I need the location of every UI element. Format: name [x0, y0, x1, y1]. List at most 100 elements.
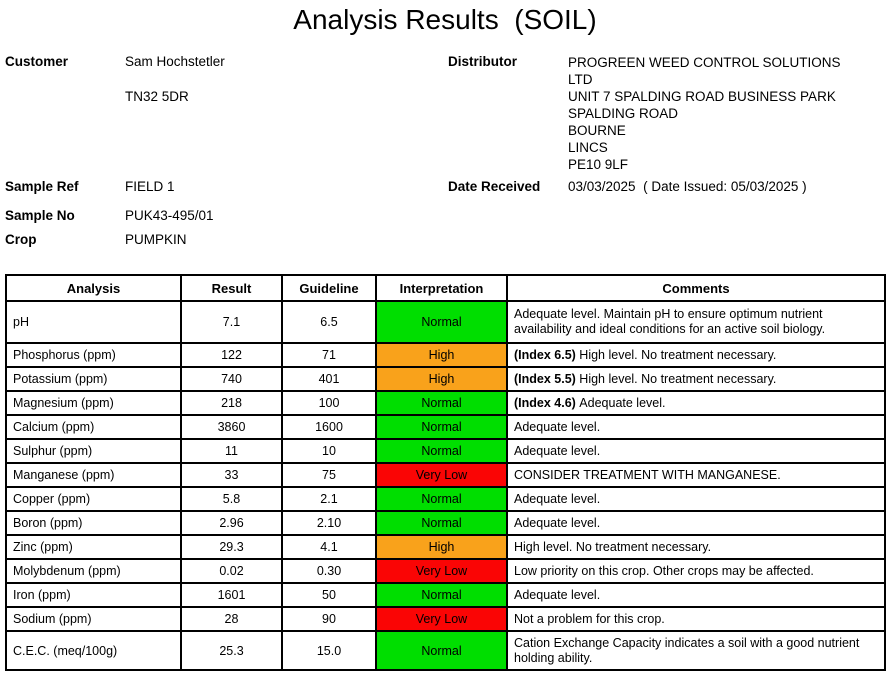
comment-cell: Adequate level. — [506, 438, 886, 464]
crop-label: Crop — [5, 232, 37, 247]
date-received-label: Date Received — [448, 179, 541, 194]
table-row: Sulphur (ppm) 11 10 Normal Adequate leve… — [5, 438, 886, 464]
customer-postcode: TN32 5DR — [125, 89, 189, 104]
analysis-cell: pH — [5, 300, 182, 344]
interpretation-badge: Normal — [375, 582, 508, 608]
table-row: Zinc (ppm) 29.3 4.1 High High level. No … — [5, 534, 886, 560]
analysis-cell: Potassium (ppm) — [5, 366, 182, 392]
comment-bold: (Index 5.5) — [514, 371, 580, 386]
guideline-cell: 2.10 — [281, 510, 377, 536]
table-header-row: Analysis Result Guideline Interpretation… — [5, 274, 886, 302]
result-cell: 11 — [180, 438, 283, 464]
analysis-cell: Iron (ppm) — [5, 582, 182, 608]
interpretation-badge: Very Low — [375, 462, 508, 488]
result-cell: 25.3 — [180, 630, 283, 671]
interpretation-badge: High — [375, 366, 508, 392]
header-guideline: Guideline — [281, 274, 377, 302]
result-cell: 28 — [180, 606, 283, 632]
comment-cell: High level. No treatment necessary. — [506, 534, 886, 560]
comment-cell: (Index 5.5) High level. No treatment nec… — [506, 366, 886, 392]
comment-text: CONSIDER TREATMENT WITH MANGANESE. — [514, 467, 781, 482]
analysis-cell: Calcium (ppm) — [5, 414, 182, 440]
comment-bold: (Index 6.5) — [514, 347, 580, 362]
guideline-cell: 50 — [281, 582, 377, 608]
header-interpretation: Interpretation — [375, 274, 508, 302]
header-comments: Comments — [506, 274, 886, 302]
result-cell: 29.3 — [180, 534, 283, 560]
table-row: Iron (ppm) 1601 50 Normal Adequate level… — [5, 582, 886, 608]
interpretation-badge: Very Low — [375, 558, 508, 584]
comment-text: Low priority on this crop. Other crops m… — [514, 563, 814, 578]
result-cell: 122 — [180, 342, 283, 368]
result-cell: 1601 — [180, 582, 283, 608]
guideline-cell: 6.5 — [281, 300, 377, 344]
header-analysis: Analysis — [5, 274, 182, 302]
guideline-cell: 10 — [281, 438, 377, 464]
result-cell: 33 — [180, 462, 283, 488]
comment-text: Adequate level. — [514, 419, 601, 434]
table-row: C.E.C. (meq/100g) 25.3 15.0 Normal Catio… — [5, 630, 886, 671]
interpretation-badge: Normal — [375, 438, 508, 464]
comment-text: High level. No treatment necessary. — [514, 539, 712, 554]
comment-text: Adequate level. Maintain pH to ensure op… — [514, 307, 826, 336]
analysis-cell: C.E.C. (meq/100g) — [5, 630, 182, 671]
crop-value: PUMPKIN — [125, 232, 187, 247]
comment-cell: (Index 6.5) High level. No treatment nec… — [506, 342, 886, 368]
comment-cell: Adequate level. Maintain pH to ensure op… — [506, 300, 886, 344]
result-cell: 740 — [180, 366, 283, 392]
guideline-cell: 4.1 — [281, 534, 377, 560]
comment-text: Adequate level. — [514, 587, 601, 602]
interpretation-badge: Very Low — [375, 606, 508, 632]
table-row: pH 7.1 6.5 Normal Adequate level. Mainta… — [5, 300, 886, 344]
comment-cell: Cation Exchange Capacity indicates a soi… — [506, 630, 886, 671]
result-cell: 0.02 — [180, 558, 283, 584]
table-row: Molybdenum (ppm) 0.02 0.30 Very Low Low … — [5, 558, 886, 584]
comment-text: Cation Exchange Capacity indicates a soi… — [514, 635, 860, 665]
sample-ref-label: Sample Ref — [5, 179, 79, 194]
sample-ref-value: FIELD 1 — [125, 179, 175, 194]
customer-label: Customer — [5, 54, 69, 69]
analysis-cell: Sulphur (ppm) — [5, 438, 182, 464]
comment-text: Adequate level. — [514, 515, 601, 530]
analysis-cell: Copper (ppm) — [5, 486, 182, 512]
header-result: Result — [180, 274, 283, 302]
analysis-cell: Zinc (ppm) — [5, 534, 182, 560]
table-row: Phosphorus (ppm) 122 71 High (Index 6.5)… — [5, 342, 886, 368]
analysis-cell: Manganese (ppm) — [5, 462, 182, 488]
guideline-cell: 0.30 — [281, 558, 377, 584]
comment-text: Adequate level. — [514, 443, 601, 458]
table-row: Manganese (ppm) 33 75 Very Low CONSIDER … — [5, 462, 886, 488]
distributor-label: Distributor — [448, 54, 517, 69]
comment-cell: Not a problem for this crop. — [506, 606, 886, 632]
result-cell: 218 — [180, 390, 283, 416]
comment-text: Not a problem for this crop. — [514, 611, 665, 626]
guideline-cell: 401 — [281, 366, 377, 392]
comment-text: High level. No treatment necessary. — [579, 371, 777, 386]
sample-no-label: Sample No — [5, 208, 75, 223]
comment-bold: (Index 4.6) — [514, 395, 580, 410]
date-received-value: 03/03/2025 ( Date Issued: 05/03/2025 ) — [568, 179, 807, 194]
analysis-cell: Magnesium (ppm) — [5, 390, 182, 416]
page-title: Analysis Results (SOIL) — [293, 4, 597, 35]
table-row: Calcium (ppm) 3860 1600 Normal Adequate … — [5, 414, 886, 440]
comment-cell: Low priority on this crop. Other crops m… — [506, 558, 886, 584]
customer-name: Sam Hochstetler — [125, 54, 225, 69]
distributor-address: PROGREEN WEED CONTROL SOLUTIONS LTD UNIT… — [568, 55, 841, 172]
table-row: Copper (ppm) 5.8 2.1 Normal Adequate lev… — [5, 486, 886, 512]
interpretation-badge: Normal — [375, 390, 508, 416]
comment-cell: Adequate level. — [506, 486, 886, 512]
comment-text: High level. No treatment necessary. — [579, 347, 777, 362]
guideline-cell: 1600 — [281, 414, 377, 440]
comment-cell: Adequate level. — [506, 510, 886, 536]
interpretation-badge: Normal — [375, 486, 508, 512]
comment-cell: CONSIDER TREATMENT WITH MANGANESE. — [506, 462, 886, 488]
interpretation-badge: Normal — [375, 414, 508, 440]
table-row: Magnesium (ppm) 218 100 Normal (Index 4.… — [5, 390, 886, 416]
analysis-cell: Molybdenum (ppm) — [5, 558, 182, 584]
guideline-cell: 15.0 — [281, 630, 377, 671]
results-table: Analysis Result Guideline Interpretation… — [5, 274, 886, 671]
guideline-cell: 90 — [281, 606, 377, 632]
result-cell: 5.8 — [180, 486, 283, 512]
interpretation-badge: Normal — [375, 300, 508, 344]
